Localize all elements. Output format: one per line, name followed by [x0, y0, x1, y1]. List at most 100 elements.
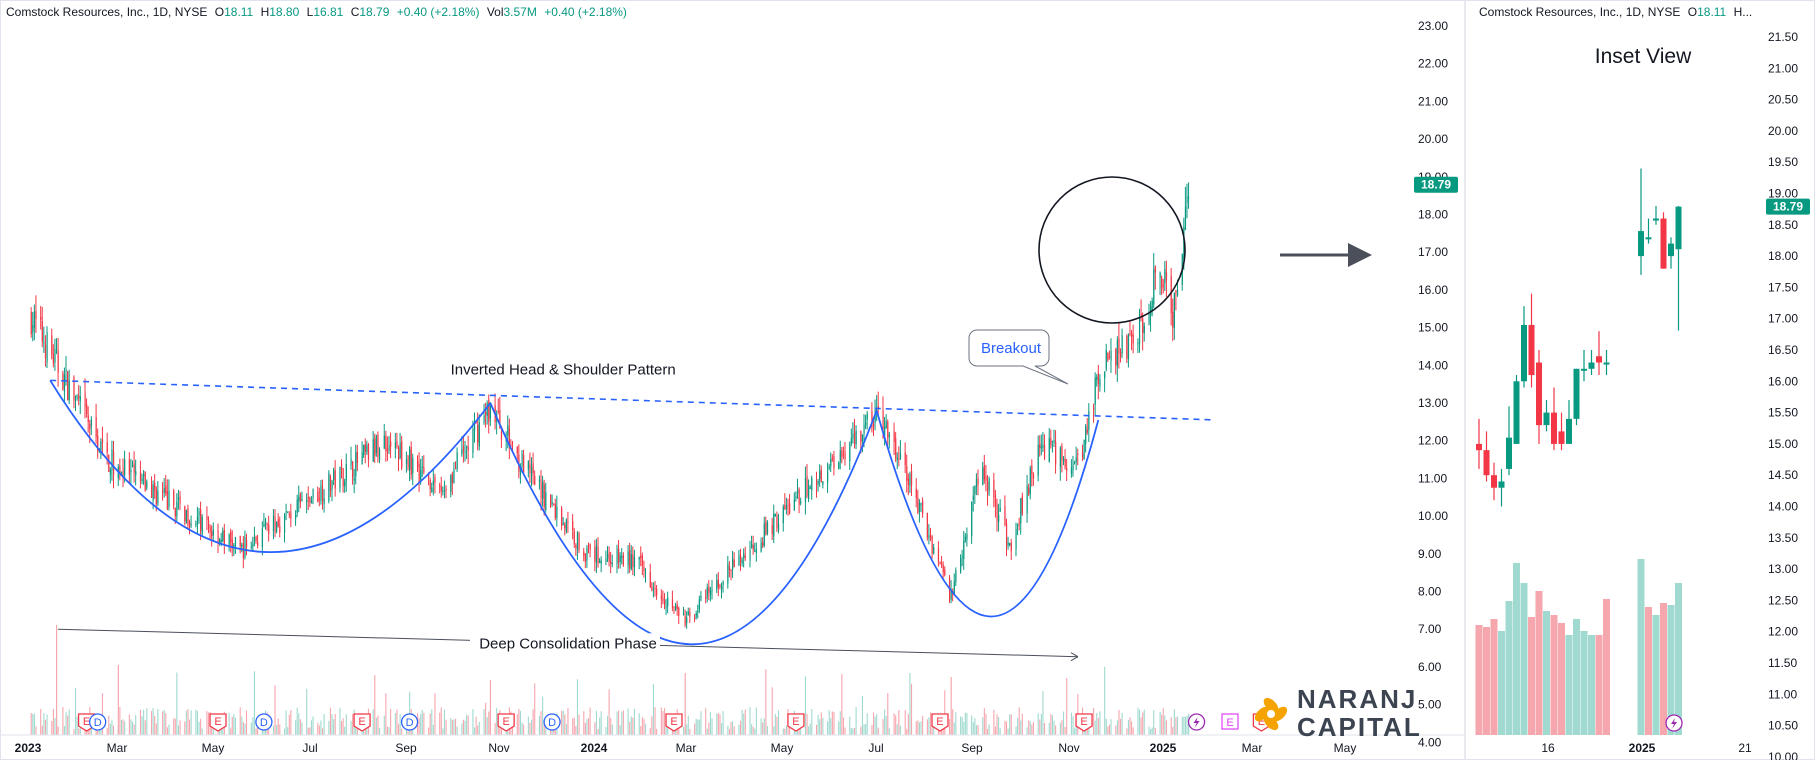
candle-body: [306, 499, 308, 503]
candle-body: [432, 480, 435, 485]
volume-bar: [1015, 726, 1017, 735]
candle-body: [643, 567, 645, 571]
price-axis-tick: 10.00: [1418, 509, 1448, 523]
volume-bar: [595, 710, 598, 735]
volume-bar: [885, 716, 887, 735]
volume-bar: [285, 710, 287, 735]
volume-bar: [187, 709, 189, 735]
candle-body: [694, 617, 696, 619]
candle-body: [906, 466, 908, 481]
earnings-marker[interactable]: [787, 713, 805, 732]
earnings-marker[interactable]: [353, 713, 371, 732]
candle-body: [841, 450, 843, 457]
candle-body: [442, 490, 444, 492]
candle-body: [372, 439, 374, 462]
candle-body: [937, 548, 940, 561]
dividend-marker[interactable]: [255, 713, 273, 731]
candle-body: [842, 454, 845, 456]
candle-body: [964, 536, 967, 542]
candle-body: [977, 478, 979, 485]
volume-bar: [817, 714, 819, 735]
volume-bar: [500, 728, 503, 735]
candle-body: [849, 444, 851, 462]
dividend-marker[interactable]: [543, 713, 561, 731]
consolidation-label-bg: [470, 633, 660, 654]
volume-bar: [709, 712, 712, 735]
close-label: C: [350, 5, 360, 19]
volume-bar: [131, 721, 134, 735]
earnings-marker[interactable]: [497, 713, 515, 732]
volume-bar: [838, 721, 840, 735]
candle-body: [587, 545, 590, 547]
volume-bar: [122, 719, 124, 735]
volume-bar: [52, 709, 54, 735]
volume-bar: [1119, 718, 1122, 735]
volume-bar: [394, 713, 396, 735]
inset-volume-bar: [1573, 619, 1580, 735]
dividend-marker[interactable]: [400, 713, 419, 731]
volume-bar: [964, 712, 966, 735]
volume-bar: [385, 693, 387, 735]
logo-petal: [1272, 706, 1288, 722]
time-axis-tick: Sep: [395, 741, 417, 755]
open-value: 18.11: [224, 5, 254, 19]
volume-bar: [644, 723, 647, 735]
price-axis-tick: 16.00: [1418, 283, 1448, 297]
candle-body: [922, 500, 924, 514]
candle-body: [777, 523, 780, 531]
change-value: +0.40 (+2.18%): [396, 5, 480, 19]
candle-body: [255, 536, 257, 541]
candle-body: [899, 453, 902, 459]
candle-body: [84, 392, 86, 408]
volume-bar: [641, 717, 643, 735]
volume-bar: [252, 717, 254, 735]
volume-bar: [527, 716, 529, 735]
future-earnings-marker[interactable]: [1221, 713, 1239, 730]
earnings-marker[interactable]: [665, 713, 683, 732]
volume-bar: [694, 723, 696, 735]
candle-body: [852, 433, 854, 439]
volume-bar: [621, 711, 623, 735]
candle-body: [709, 589, 712, 596]
candle-body: [1048, 437, 1050, 462]
earnings-marker[interactable]: [931, 713, 949, 732]
volume-bar: [798, 726, 800, 735]
time-axis-tick: 2023: [15, 741, 42, 755]
dividend-marker[interactable]: [89, 713, 107, 731]
volume-bar: [594, 722, 596, 735]
candle-body: [467, 446, 469, 451]
candle-body: [961, 556, 963, 558]
candle-body: [287, 511, 289, 513]
candle-body: [364, 443, 366, 452]
volume-bar: [744, 709, 746, 735]
volume-bar: [561, 710, 563, 735]
volume-bar: [200, 718, 202, 735]
volume-change-value: +0.40 (+2.18%): [544, 5, 627, 19]
volume-bar: [828, 710, 830, 735]
volume-bar: [163, 709, 165, 735]
volume-bar: [955, 712, 957, 735]
volume-bar: [1108, 724, 1110, 735]
volume-bar: [929, 712, 932, 735]
earnings-marker[interactable]: [209, 713, 227, 732]
volume-bar: [1039, 719, 1041, 735]
candle-body: [766, 522, 769, 534]
volume-bar: [310, 720, 313, 735]
candle-body: [212, 529, 214, 536]
volume-bar: [486, 717, 488, 735]
volume-bar: [849, 716, 851, 735]
volume-bar: [111, 720, 113, 735]
volume-bar: [1017, 717, 1019, 735]
volume-bar: [245, 710, 248, 735]
candle-body: [733, 559, 735, 567]
volume-bar: [1040, 713, 1042, 735]
volume-bar: [583, 711, 585, 735]
dividend-marker-label: D: [548, 717, 556, 729]
candle-body: [676, 604, 678, 609]
earnings-marker[interactable]: [1075, 713, 1093, 732]
volume-bar: [152, 707, 154, 735]
candle-body: [619, 555, 621, 562]
volume-bar: [1097, 718, 1099, 735]
volume-bar: [177, 725, 180, 735]
volume-bar: [839, 711, 841, 735]
